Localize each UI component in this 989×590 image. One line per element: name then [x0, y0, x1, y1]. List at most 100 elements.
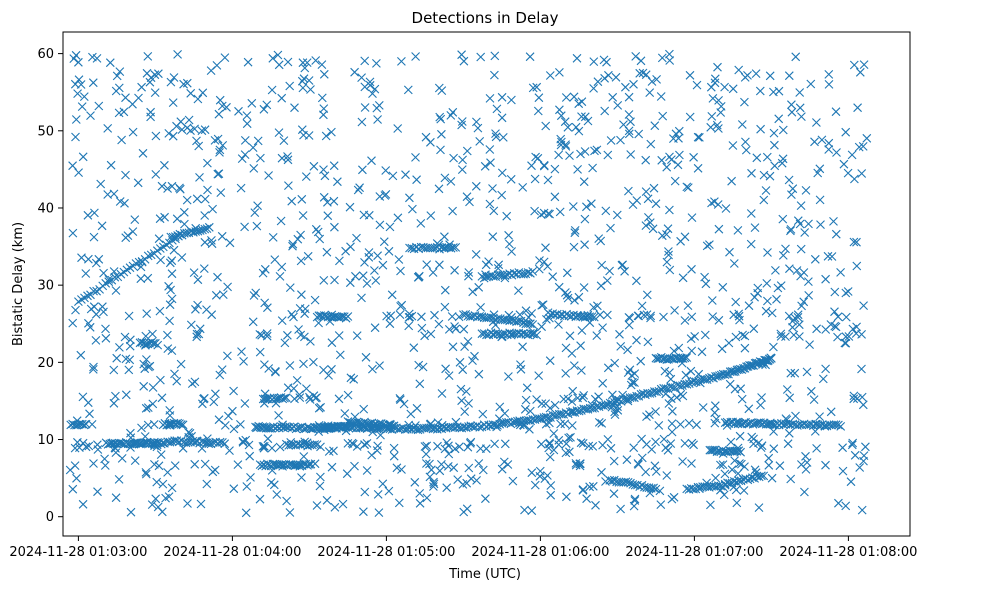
data-point [223, 282, 232, 292]
data-point [812, 118, 821, 127]
data-point [315, 481, 325, 491]
data-point [543, 413, 553, 423]
data-point [157, 507, 167, 517]
data-point [714, 96, 723, 105]
data-point [311, 224, 321, 234]
data-point [311, 393, 320, 403]
data-point [623, 396, 633, 406]
data-point [262, 329, 272, 338]
y-tick-label: 30 [37, 279, 54, 294]
data-point [420, 331, 429, 341]
data-point [726, 437, 736, 447]
data-point [635, 68, 645, 78]
data-point [309, 161, 319, 171]
data-point [678, 273, 688, 283]
data-point [677, 358, 687, 368]
data-point [600, 106, 610, 116]
data-point [773, 283, 783, 293]
data-point [525, 52, 535, 62]
data-point [297, 473, 306, 482]
data-point [554, 435, 564, 445]
data-point [464, 268, 474, 277]
data-point [600, 73, 609, 83]
data-point [721, 204, 731, 213]
data-point [282, 496, 291, 506]
data-point [169, 73, 179, 82]
data-point [263, 434, 273, 444]
data-point [272, 490, 282, 499]
data-point [684, 418, 694, 428]
data-point [154, 234, 164, 244]
data-point [462, 504, 472, 514]
data-point [88, 78, 98, 88]
data-point [813, 168, 823, 178]
data-point [568, 406, 577, 416]
data-point [306, 337, 315, 346]
data-point [486, 158, 495, 168]
data-point [788, 316, 797, 326]
data-point [74, 75, 84, 85]
data-point [711, 473, 720, 483]
data-point [534, 93, 544, 103]
data-point [451, 243, 461, 252]
data-point [427, 465, 436, 475]
data-point [267, 466, 277, 475]
data-point [518, 342, 527, 352]
data-point [563, 394, 573, 404]
data-point [340, 409, 350, 418]
data-point [761, 186, 771, 195]
data-point [309, 391, 319, 401]
data-point [385, 222, 395, 232]
data-point [165, 316, 174, 326]
data-point [260, 298, 270, 308]
data-point [409, 343, 419, 353]
data-point [70, 461, 80, 470]
data-point [717, 344, 727, 354]
data-point [801, 186, 811, 195]
data-point [269, 480, 279, 490]
data-point [493, 264, 503, 273]
data-point [192, 194, 202, 204]
data-point [121, 354, 131, 364]
data-point [190, 124, 199, 134]
data-point [470, 351, 479, 361]
data-point [756, 443, 766, 452]
data-point [778, 154, 788, 164]
data-point [297, 125, 307, 135]
data-point [160, 212, 169, 222]
data-point [195, 173, 204, 182]
data-point [497, 92, 507, 102]
data-point [68, 318, 78, 328]
data-point [536, 439, 546, 449]
data-point [615, 329, 624, 339]
data-point [707, 198, 716, 208]
data-point [838, 466, 848, 476]
data-point [143, 420, 153, 430]
data-point [302, 58, 312, 67]
data-point [410, 477, 420, 487]
data-point [533, 153, 543, 163]
data-point [425, 459, 434, 469]
data-point [718, 282, 728, 292]
data-point [327, 338, 337, 348]
data-point [720, 469, 730, 479]
data-point [152, 442, 162, 452]
data-point [737, 120, 747, 129]
data-point [237, 154, 247, 163]
data-point [678, 457, 687, 466]
data-point [630, 496, 640, 505]
data-point [189, 268, 199, 277]
data-point [152, 477, 162, 487]
data-point [662, 471, 672, 480]
data-point [375, 361, 384, 370]
data-point [315, 234, 325, 244]
data-point [793, 310, 803, 320]
data-point [585, 318, 595, 328]
data-point [350, 412, 360, 422]
data-point [295, 461, 305, 471]
data-point [368, 364, 377, 374]
data-point [669, 492, 679, 502]
data-point [786, 225, 796, 234]
data-point [324, 371, 333, 380]
data-point [417, 423, 427, 433]
